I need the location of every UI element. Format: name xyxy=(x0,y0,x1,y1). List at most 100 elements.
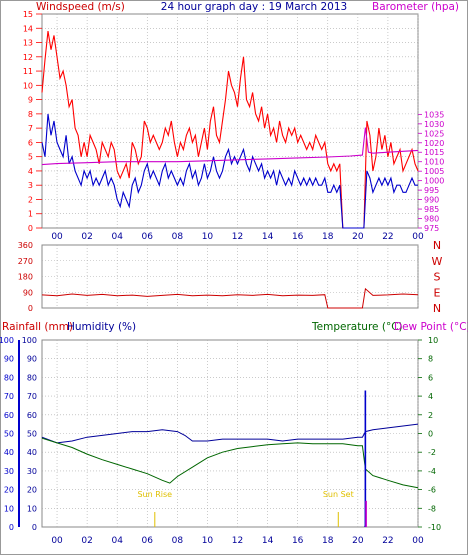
wind-x-tick: 00 xyxy=(412,232,424,242)
barometer-tick: 990 xyxy=(424,196,439,205)
humidity-tick: 20 xyxy=(27,486,37,495)
rain-x-tick: 16 xyxy=(292,536,304,546)
temperature-tick: 8 xyxy=(428,355,433,364)
rain-x-tick: 04 xyxy=(111,536,123,546)
rainfall-tick: 80 xyxy=(4,373,14,382)
temperature-tick: 2 xyxy=(428,411,433,420)
barometer-tick: 980 xyxy=(424,215,439,224)
rainfall-axis-label: Rainfall (mm) xyxy=(2,321,73,333)
temperature-tick: -6 xyxy=(428,486,436,495)
barometer-tick: 1010 xyxy=(424,158,444,167)
barometer-tick: 1025 xyxy=(424,129,444,138)
windspeed-tick: 3 xyxy=(28,181,33,190)
humidity-tick: 60 xyxy=(27,411,37,420)
humidity-tick: 100 xyxy=(22,336,37,345)
temperature-tick: -10 xyxy=(428,523,441,532)
wind-x-tick: 14 xyxy=(262,232,274,242)
wind-barometer-panel: 0123456789101112131415975980985990995100… xyxy=(23,10,445,242)
barometer-tick: 1000 xyxy=(424,177,444,186)
rain-x-tick: 10 xyxy=(202,536,214,546)
wind-x-tick: 04 xyxy=(111,232,123,242)
direction-plot-area xyxy=(41,244,419,309)
rainfall-tick: 100 xyxy=(0,336,14,345)
temperature-tick: 6 xyxy=(428,373,433,382)
rainfall-tick: 0 xyxy=(9,523,14,532)
windspeed-tick: 0 xyxy=(28,224,33,233)
wind-x-tick: 02 xyxy=(81,232,92,242)
direction-compass-tick: E xyxy=(434,286,441,299)
rainfall-tick: 10 xyxy=(4,504,14,513)
direction-degree-tick: 270 xyxy=(18,257,33,266)
windspeed-tick: 1 xyxy=(28,210,33,219)
barometer-tick: 1035 xyxy=(424,110,444,119)
windspeed-tick: 13 xyxy=(23,39,33,48)
temperature-tick: -4 xyxy=(428,467,436,476)
wind-x-tick: 18 xyxy=(322,232,334,242)
temperature-tick: 10 xyxy=(428,336,438,345)
rain-x-tick: 08 xyxy=(172,536,184,546)
temperature-line xyxy=(41,437,419,489)
direction-degree-tick: 0 xyxy=(28,304,33,313)
barometer-tick: 1020 xyxy=(424,139,444,148)
windspeed-axis-label: Windspeed (m/s) xyxy=(36,1,125,13)
barometer-tick: 1005 xyxy=(424,167,444,176)
wind-x-tick: 12 xyxy=(232,232,243,242)
humidity-axis-label: Humidity (%) xyxy=(67,321,136,333)
rainfall-tick: 40 xyxy=(4,448,14,457)
windspeed-tick: 12 xyxy=(23,53,33,62)
wind-x-tick: 22 xyxy=(382,232,393,242)
page-title: 24 hour graph day : 19 March 2013 xyxy=(161,1,347,13)
wind-gust-line xyxy=(41,31,419,229)
barometer-axis-label: Barometer (hpa) xyxy=(372,1,459,13)
sun-annotation: Sun Set xyxy=(323,490,354,499)
direction-compass-tick: W xyxy=(432,255,443,268)
humidity-tick: 0 xyxy=(32,523,37,532)
barometer-line xyxy=(41,127,419,166)
rain-x-tick: 12 xyxy=(232,536,243,546)
wind-x-tick: 10 xyxy=(202,232,214,242)
rainfall-tick: 70 xyxy=(4,392,14,401)
direction-compass-tick: N xyxy=(433,302,441,315)
temperature-tick: 0 xyxy=(428,430,433,439)
rainfall-tick: 30 xyxy=(4,467,14,476)
rain-x-tick: 02 xyxy=(81,536,92,546)
rain-x-tick: 00 xyxy=(51,536,63,546)
dewpoint-axis-label: Dew Point (°C) xyxy=(394,321,468,333)
temperature-axis-label: Temperature (°C) xyxy=(311,321,403,333)
windspeed-tick: 7 xyxy=(28,124,33,133)
direction-compass-tick: N xyxy=(433,239,441,252)
windspeed-tick: 10 xyxy=(23,81,33,90)
rainfall-tick: 50 xyxy=(4,430,14,439)
wind-x-tick: 08 xyxy=(172,232,184,242)
sun-annotation: Sun Rise xyxy=(137,490,172,499)
wind-x-tick: 00 xyxy=(51,232,63,242)
windspeed-tick: 15 xyxy=(23,10,33,19)
windspeed-tick: 4 xyxy=(28,167,33,176)
humidity-tick: 10 xyxy=(27,504,37,513)
windspeed-tick: 11 xyxy=(23,67,33,76)
barometer-tick: 975 xyxy=(424,224,439,233)
direction-compass-tick: S xyxy=(434,271,441,284)
barometer-tick: 985 xyxy=(424,205,439,214)
rain-x-tick: 22 xyxy=(382,536,393,546)
windspeed-tick: 2 xyxy=(28,195,33,204)
humidity-tick: 40 xyxy=(27,448,37,457)
barometer-tick: 1015 xyxy=(424,148,444,157)
windspeed-tick: 8 xyxy=(28,110,33,119)
windspeed-tick: 14 xyxy=(23,24,33,33)
windspeed-tick: 5 xyxy=(28,153,33,162)
rainfall-tick: 90 xyxy=(4,355,14,364)
windspeed-tick: 6 xyxy=(28,138,33,147)
humidity-tick: 50 xyxy=(27,430,37,439)
barometer-tick: 1030 xyxy=(424,120,444,129)
direction-degree-tick: 180 xyxy=(18,273,33,282)
wind-average-line xyxy=(41,113,418,229)
rain-x-tick: 14 xyxy=(262,536,274,546)
wind-x-tick: 16 xyxy=(292,232,304,242)
temperature-tick: 4 xyxy=(428,392,433,401)
humidity-tick: 90 xyxy=(27,355,37,364)
wind-x-tick: 20 xyxy=(352,232,364,242)
direction-degree-tick: 90 xyxy=(23,288,33,297)
